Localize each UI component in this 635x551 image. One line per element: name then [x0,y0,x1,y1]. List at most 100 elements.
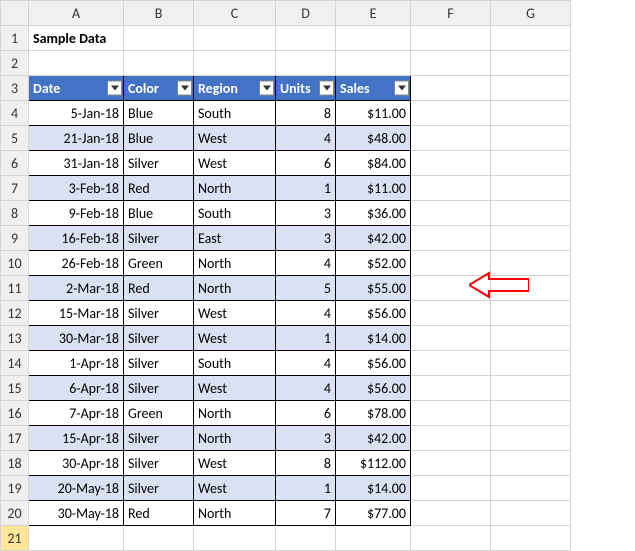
cell-C6[interactable]: West [194,151,276,176]
cell-C15[interactable]: West [194,376,276,401]
filter-dropdown-icon[interactable] [319,81,334,96]
row-header-13[interactable]: 13 [1,326,29,351]
cell-A18[interactable]: 30-Apr-18 [29,451,124,476]
cell-C5[interactable]: West [194,126,276,151]
col-header-F[interactable]: F [411,1,491,26]
cell-B16[interactable]: Green [124,401,194,426]
cell-E13[interactable]: $14.00 [336,326,411,351]
cell-E19[interactable]: $14.00 [336,476,411,501]
table-header-color[interactable]: Color [124,76,194,101]
cell-A13[interactable]: 30-Mar-18 [29,326,124,351]
cell-E9[interactable]: $42.00 [336,226,411,251]
cell-F12[interactable] [411,301,491,326]
cell-G10[interactable] [491,251,571,276]
cell-F15[interactable] [411,376,491,401]
cell-A12[interactable]: 15-Mar-18 [29,301,124,326]
cell-B12[interactable]: Silver [124,301,194,326]
cell-F8[interactable] [411,201,491,226]
cell-E7[interactable]: $11.00 [336,176,411,201]
cell-A1[interactable]: Sample Data [29,26,124,51]
cell-G12[interactable] [491,301,571,326]
row-header-3[interactable]: 3 [1,76,29,101]
cell-D14[interactable]: 4 [276,351,336,376]
cell-A16[interactable]: 7-Apr-18 [29,401,124,426]
cell-G13[interactable] [491,326,571,351]
row-header-12[interactable]: 12 [1,301,29,326]
cell-C21[interactable] [194,526,276,551]
cell-F11[interactable] [411,276,491,301]
cell-A19[interactable]: 20-May-18 [29,476,124,501]
cell-F18[interactable] [411,451,491,476]
cell-G11[interactable] [491,276,571,301]
cell-B7[interactable]: Red [124,176,194,201]
cell-G9[interactable] [491,226,571,251]
cell-C11[interactable]: North [194,276,276,301]
cell-G6[interactable] [491,151,571,176]
cell-F4[interactable] [411,101,491,126]
cell-A5[interactable]: 21-Jan-18 [29,126,124,151]
cell-E5[interactable]: $48.00 [336,126,411,151]
cell-C4[interactable]: South [194,101,276,126]
cell-E12[interactable]: $56.00 [336,301,411,326]
cell-D20[interactable]: 7 [276,501,336,526]
cell-C14[interactable]: South [194,351,276,376]
cell-C9[interactable]: East [194,226,276,251]
cell-G17[interactable] [491,426,571,451]
cell-C8[interactable]: South [194,201,276,226]
cell-C1[interactable] [194,26,276,51]
cell-E2[interactable] [336,51,411,76]
cell-A8[interactable]: 9-Feb-18 [29,201,124,226]
cell-E11[interactable]: $55.00 [336,276,411,301]
cell-D1[interactable] [276,26,336,51]
row-header-15[interactable]: 15 [1,376,29,401]
col-header-C[interactable]: C [194,1,276,26]
cell-E14[interactable]: $56.00 [336,351,411,376]
cell-B13[interactable]: Silver [124,326,194,351]
cell-F13[interactable] [411,326,491,351]
cell-B18[interactable]: Silver [124,451,194,476]
cell-F14[interactable] [411,351,491,376]
cell-F7[interactable] [411,176,491,201]
cell-E17[interactable]: $42.00 [336,426,411,451]
cell-C2[interactable] [194,51,276,76]
cell-F19[interactable] [411,476,491,501]
cell-A14[interactable]: 1-Apr-18 [29,351,124,376]
cell-G21[interactable] [491,526,571,551]
cell-C19[interactable]: West [194,476,276,501]
row-header-14[interactable]: 14 [1,351,29,376]
cell-G7[interactable] [491,176,571,201]
col-header-A[interactable]: A [29,1,124,26]
row-header-17[interactable]: 17 [1,426,29,451]
cell-C13[interactable]: West [194,326,276,351]
cell-A11[interactable]: 2-Mar-18 [29,276,124,301]
cell-F17[interactable] [411,426,491,451]
cell-D19[interactable]: 1 [276,476,336,501]
cell-B20[interactable]: Red [124,501,194,526]
filter-dropdown-icon[interactable] [177,81,192,96]
cell-F16[interactable] [411,401,491,426]
cell-C7[interactable]: North [194,176,276,201]
cell-D10[interactable]: 4 [276,251,336,276]
cell-D13[interactable]: 1 [276,326,336,351]
cell-B14[interactable]: Silver [124,351,194,376]
select-all-corner[interactable] [1,1,29,26]
cell-A6[interactable]: 31-Jan-18 [29,151,124,176]
cell-G14[interactable] [491,351,571,376]
row-header-11[interactable]: 11 [1,276,29,301]
col-header-B[interactable]: B [124,1,194,26]
cell-D8[interactable]: 3 [276,201,336,226]
cell-E8[interactable]: $36.00 [336,201,411,226]
cell-E18[interactable]: $112.00 [336,451,411,476]
cell-A9[interactable]: 16-Feb-18 [29,226,124,251]
cell-B8[interactable]: Blue [124,201,194,226]
table-header-sales[interactable]: Sales [336,76,411,101]
table-header-units[interactable]: Units [276,76,336,101]
cell-G1[interactable] [491,26,571,51]
cell-A20[interactable]: 30-May-18 [29,501,124,526]
cell-G2[interactable] [491,51,571,76]
cell-A2[interactable] [29,51,124,76]
row-header-20[interactable]: 20 [1,501,29,526]
cell-D4[interactable]: 8 [276,101,336,126]
cell-F1[interactable] [411,26,491,51]
filter-dropdown-icon[interactable] [394,81,409,96]
